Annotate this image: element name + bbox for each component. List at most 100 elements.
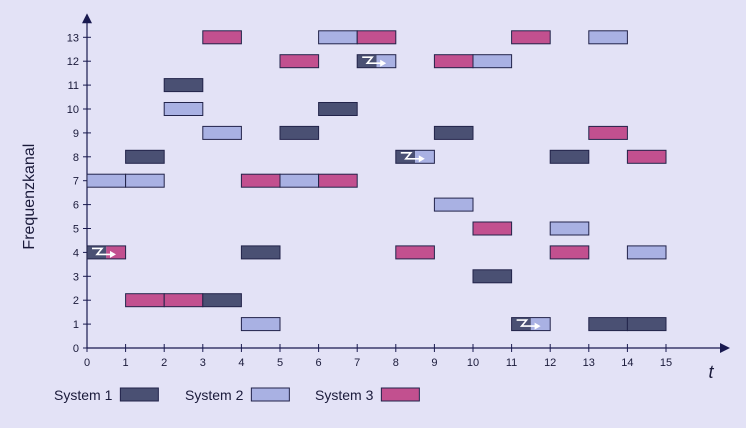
y-axis-label: Frequenzkanal xyxy=(21,144,38,250)
slot-system-2 xyxy=(279,173,320,188)
y-tick-label: 2 xyxy=(73,295,79,307)
slot-system-3 xyxy=(626,149,667,164)
slot-system-2 xyxy=(125,173,165,188)
collision-slot xyxy=(356,54,397,69)
collision-arrowhead-icon xyxy=(110,250,116,258)
legend-swatch-system-2 xyxy=(250,387,290,402)
x-tick-label: 6 xyxy=(316,357,322,369)
x-tick-label: 15 xyxy=(660,357,672,369)
slot-system-1 xyxy=(240,245,281,260)
slot-system-3 xyxy=(472,221,513,236)
slot-system-2 xyxy=(86,173,127,188)
collision-right xyxy=(415,150,435,164)
collision-border xyxy=(86,245,127,260)
legend-label-system-2: System 2 xyxy=(185,387,244,403)
slots xyxy=(86,30,667,332)
collision-slot xyxy=(395,149,435,164)
x-tick-label: 10 xyxy=(467,357,479,369)
y-tick-label: 5 xyxy=(73,224,79,236)
collision-arrow-icon xyxy=(92,247,111,256)
legend-swatch-system-1 xyxy=(119,387,159,402)
collision-right xyxy=(530,317,551,331)
slot-system-3 xyxy=(511,30,551,45)
collision-arrow-icon xyxy=(516,319,536,327)
slot-system-1 xyxy=(125,149,165,164)
x-tick-label: 2 xyxy=(161,357,167,369)
slot-system-3 xyxy=(279,54,320,69)
slot-system-3 xyxy=(202,30,242,45)
y-tick-label: 6 xyxy=(73,200,79,212)
collision-slot xyxy=(511,317,551,332)
x-tick-label: 14 xyxy=(621,357,633,369)
x-tick-label: 1 xyxy=(123,357,129,369)
slot-system-3 xyxy=(549,245,590,260)
x-tick-label: 5 xyxy=(277,357,283,369)
slot-system-3 xyxy=(163,293,204,308)
slot-system-1 xyxy=(626,317,667,332)
y-tick-label: 13 xyxy=(67,32,79,44)
y-tick-label: 3 xyxy=(73,271,79,283)
slot-system-1 xyxy=(549,149,590,164)
x-axis-label: t xyxy=(708,362,714,382)
collision-border xyxy=(356,54,397,69)
slot-system-1 xyxy=(279,125,320,140)
collision-arrowhead-icon xyxy=(534,322,541,330)
slot-system-3 xyxy=(356,30,397,45)
slot-system-2 xyxy=(626,245,667,260)
collision-arrowhead-icon xyxy=(418,155,425,163)
slot-system-1 xyxy=(163,78,204,93)
slot-system-2 xyxy=(472,54,513,69)
slot-system-2 xyxy=(202,125,242,140)
slot-system-1 xyxy=(588,317,628,332)
legend-swatch-system-3 xyxy=(380,387,420,402)
slot-system-1 xyxy=(433,125,474,140)
collision-arrow-icon xyxy=(400,152,420,160)
x-tick-label: 0 xyxy=(84,357,90,369)
collision-border xyxy=(395,149,435,164)
slot-system-1 xyxy=(472,269,513,284)
collision-slot xyxy=(86,245,127,260)
x-tick-label: 9 xyxy=(431,357,437,369)
collision-border xyxy=(511,317,551,332)
x-tick-label: 13 xyxy=(583,357,595,369)
y-tick-label: 4 xyxy=(73,247,79,259)
slot-system-3 xyxy=(125,293,165,308)
slot-system-3 xyxy=(395,245,435,260)
x-tick-label: 4 xyxy=(238,357,244,369)
slot-system-1 xyxy=(202,293,242,308)
y-tick-label: 11 xyxy=(68,80,79,92)
legend-label-system-3: System 3 xyxy=(315,387,374,403)
x-tick-label: 12 xyxy=(544,357,556,369)
y-tick-label: 7 xyxy=(73,176,79,188)
legend-label-system-1: System 1 xyxy=(54,387,113,403)
y-tick-label: 12 xyxy=(67,56,79,68)
x-tick-label: 7 xyxy=(354,357,360,369)
x-tick-label: 3 xyxy=(200,357,206,369)
slot-system-2 xyxy=(318,30,358,45)
collision-arrow-icon xyxy=(362,56,382,64)
y-tick-label: 1 xyxy=(73,319,79,331)
slot-system-3 xyxy=(318,173,358,188)
collision-right xyxy=(376,54,396,68)
y-tick-label: 10 xyxy=(67,104,79,116)
slot-system-2 xyxy=(240,317,281,332)
collision-arrowhead-icon xyxy=(380,59,387,67)
slot-system-2 xyxy=(433,197,474,212)
collision-right xyxy=(106,245,126,259)
x-tick-label: 11 xyxy=(506,357,517,369)
legend: System 1 System 2 System 3 xyxy=(54,387,420,403)
slot-system-2 xyxy=(588,30,628,45)
slot-system-2 xyxy=(549,221,590,236)
y-tick-label: 0 xyxy=(73,343,79,355)
slot-system-1 xyxy=(318,102,358,116)
x-tick-label: 8 xyxy=(393,357,399,369)
y-tick-label: 8 xyxy=(73,152,79,164)
slot-system-3 xyxy=(588,125,628,140)
slot-system-3 xyxy=(433,54,474,69)
y-tick-label: 9 xyxy=(73,128,79,140)
slot-system-3 xyxy=(240,173,281,188)
slot-system-2 xyxy=(163,102,204,116)
